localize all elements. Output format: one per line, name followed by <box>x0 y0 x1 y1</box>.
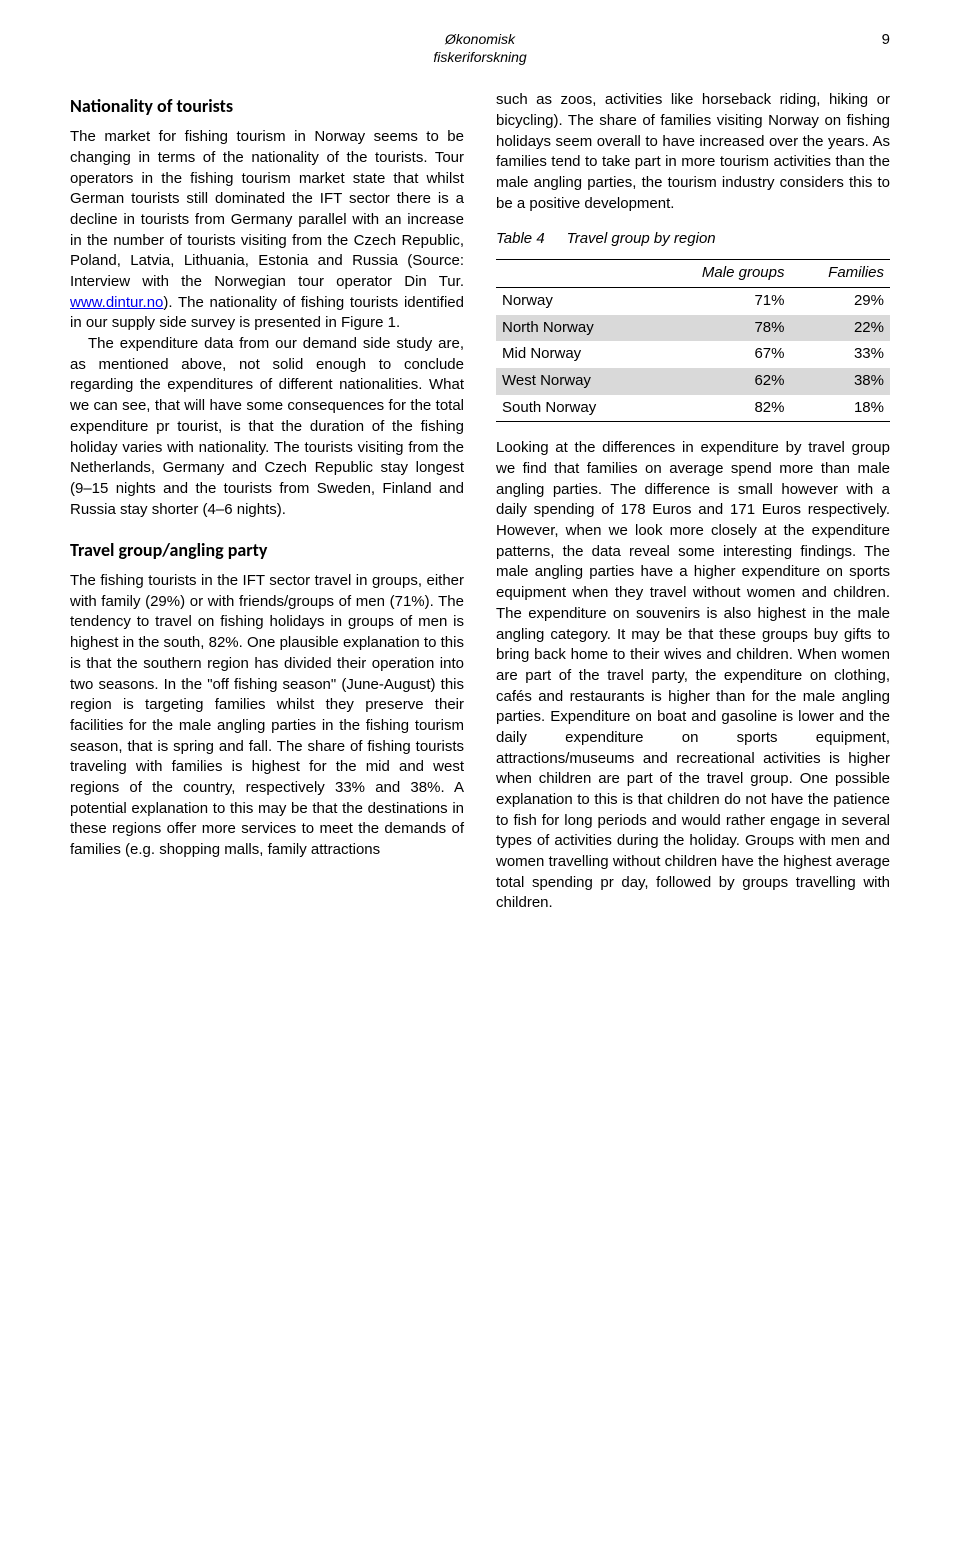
th-families: Families <box>790 260 890 288</box>
cell-region: Norway <box>496 287 652 314</box>
header-line2: fiskeriforskning <box>70 48 890 66</box>
text: The market for fishing tourism in Norway… <box>70 128 464 290</box>
th-empty <box>496 260 652 288</box>
table-row: Mid Norway 67% 33% <box>496 341 890 368</box>
left-column: Nationality of tourists The market for f… <box>70 90 464 914</box>
para-expenditure: Looking at the differences in expenditur… <box>496 438 890 914</box>
cell-fam: 33% <box>790 341 890 368</box>
page-header: Økonomisk fiskeriforskning 9 <box>70 30 890 66</box>
cell-male: 62% <box>652 368 791 395</box>
cell-male: 78% <box>652 315 791 342</box>
page-number: 9 <box>882 30 890 50</box>
table-header-row: Male groups Families <box>496 260 890 288</box>
link-dintur[interactable]: www.dintur.no <box>70 294 163 311</box>
table-label: Table 4 <box>496 230 545 247</box>
two-column-layout: Nationality of tourists The market for f… <box>70 90 890 914</box>
cell-region: Mid Norway <box>496 341 652 368</box>
table-caption: Table 4 Travel group by region <box>496 229 890 250</box>
table-row: Norway 71% 29% <box>496 287 890 314</box>
para-travel-group: The fishing tourists in the IFT sector t… <box>70 571 464 861</box>
header-line1: Økonomisk <box>70 30 890 48</box>
para-nationality-1: The market for fishing tourism in Norway… <box>70 127 464 334</box>
cell-region: South Norway <box>496 395 652 422</box>
cell-region: North Norway <box>496 315 652 342</box>
cell-fam: 18% <box>790 395 890 422</box>
cell-fam: 29% <box>790 287 890 314</box>
para-continuation: such as zoos, activities like horseback … <box>496 90 890 214</box>
table-travel-group-region: Male groups Families Norway 71% 29% Nort… <box>496 259 890 422</box>
table-row: North Norway 78% 22% <box>496 315 890 342</box>
cell-male: 71% <box>652 287 791 314</box>
th-male-groups: Male groups <box>652 260 791 288</box>
cell-male: 67% <box>652 341 791 368</box>
table-row: South Norway 82% 18% <box>496 395 890 422</box>
heading-nationality: Nationality of tourists <box>70 94 464 119</box>
table-row: West Norway 62% 38% <box>496 368 890 395</box>
cell-fam: 22% <box>790 315 890 342</box>
table-title: Travel group by region <box>567 230 716 247</box>
right-column: such as zoos, activities like horseback … <box>496 90 890 914</box>
cell-region: West Norway <box>496 368 652 395</box>
para-nationality-2: The expenditure data from our demand sid… <box>70 334 464 520</box>
cell-fam: 38% <box>790 368 890 395</box>
heading-travel-group: Travel group/angling party <box>70 538 464 563</box>
cell-male: 82% <box>652 395 791 422</box>
